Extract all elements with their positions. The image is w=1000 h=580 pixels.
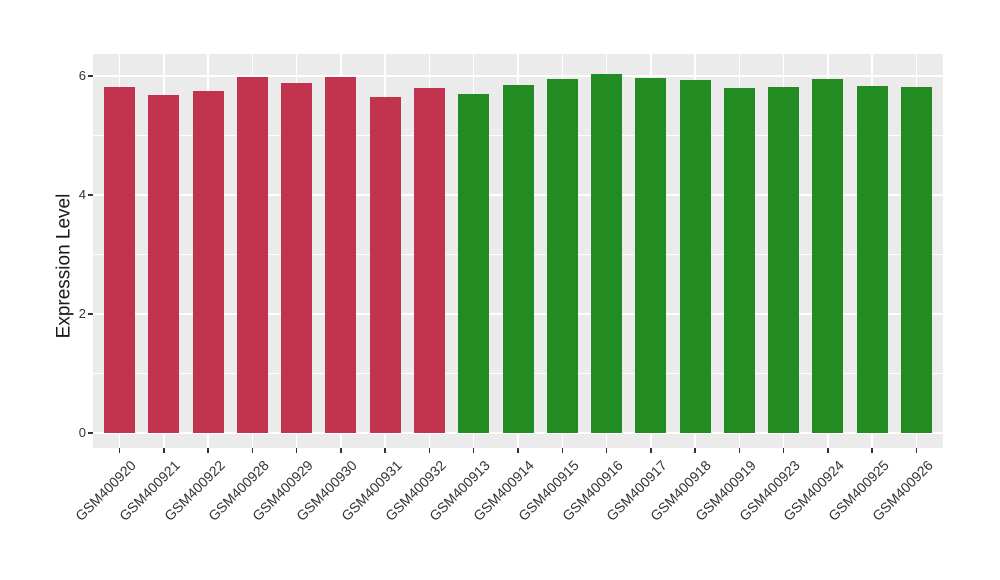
x-tick-mark — [694, 448, 696, 453]
x-tick-mark — [251, 448, 254, 453]
bar — [148, 95, 180, 433]
x-tick-mark — [782, 448, 785, 453]
bar — [768, 87, 800, 433]
bar — [635, 77, 667, 433]
bar — [856, 85, 888, 433]
x-tick-mark — [207, 448, 209, 453]
y-tick-label: 6 — [78, 68, 86, 84]
bar — [325, 77, 357, 433]
x-tick-mark — [915, 448, 918, 453]
y-tick-mark — [88, 194, 93, 196]
x-tick-mark — [738, 448, 741, 453]
y-axis-title: Expression Level — [53, 193, 75, 339]
x-tick-mark — [650, 448, 652, 453]
x-tick-mark — [561, 448, 564, 453]
x-tick-mark — [163, 448, 165, 453]
x-tick-mark — [118, 448, 121, 453]
x-tick-mark — [827, 448, 829, 453]
x-tick-mark — [384, 448, 386, 453]
y-tick-mark — [88, 75, 93, 77]
bar — [458, 93, 490, 433]
x-tick-mark — [340, 448, 342, 453]
y-tick-label: 2 — [78, 306, 86, 322]
bar — [679, 80, 711, 433]
bar — [812, 78, 844, 433]
x-tick-mark — [605, 448, 608, 453]
y-tick-label: 4 — [78, 187, 86, 203]
x-tick-mark — [871, 448, 873, 453]
bar — [104, 87, 136, 433]
bar — [900, 86, 932, 433]
y-tick-mark — [88, 313, 93, 315]
bar — [723, 88, 755, 433]
y-tick-label: 0 — [78, 425, 86, 441]
x-tick-mark — [428, 448, 431, 453]
bar — [236, 76, 268, 433]
bar — [413, 88, 445, 433]
y-tick-mark — [88, 432, 93, 434]
bar — [281, 83, 313, 433]
x-tick-mark — [472, 448, 475, 453]
bar — [502, 84, 534, 433]
plot-panel — [93, 54, 943, 448]
bar — [192, 90, 224, 433]
x-tick-mark — [295, 448, 298, 453]
bar — [591, 74, 623, 433]
bar — [369, 97, 401, 433]
bar — [546, 78, 578, 433]
x-tick-mark — [517, 448, 519, 453]
